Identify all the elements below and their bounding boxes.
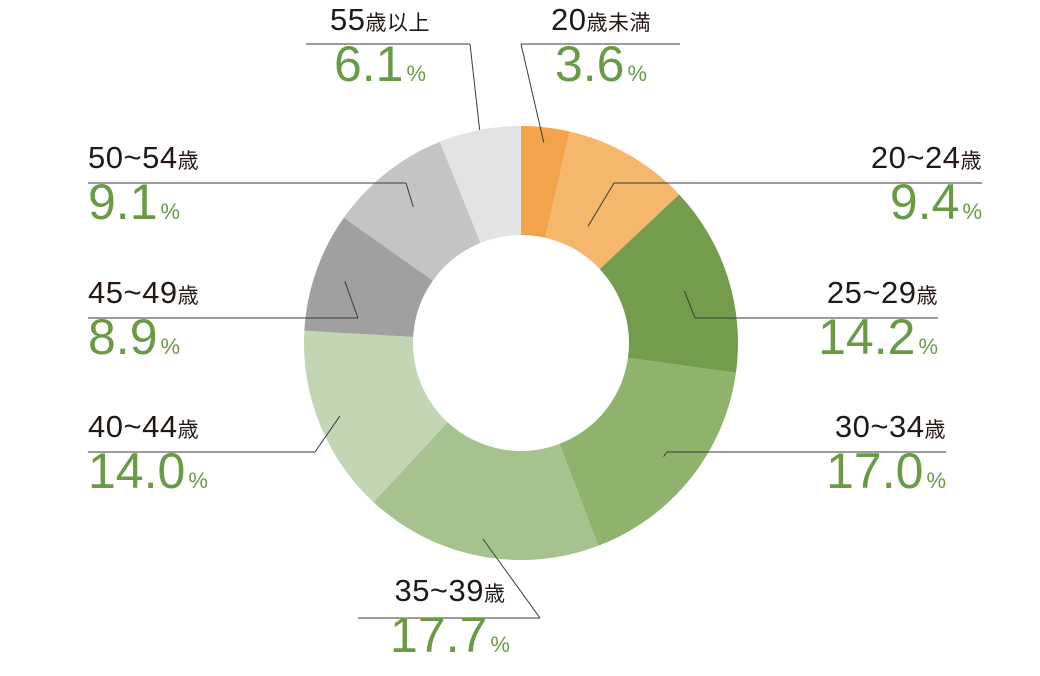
slice-label-6: 45~49歳 8.9% [88,277,288,362]
category-label: 55歳以上 [290,4,470,35]
percent-sign: % [406,61,427,86]
percentage-value: 9.4 [889,174,960,230]
slice-label-8: 55歳以上 6.1% [290,4,470,89]
slice-label-5: 40~44歳 14.0% [88,411,288,496]
percentage-label: 17.7% [350,610,550,660]
percent-sign: % [962,199,982,224]
slice-7 [343,141,481,281]
category-range: 20~24 [870,140,961,175]
category-label: 25~29歳 [738,277,938,308]
category-range: 50~54 [88,140,178,175]
category-suffix: 歳 [177,285,200,308]
percent-sign: % [918,334,938,359]
category-range: 35~39 [394,573,485,608]
leader-lines-group [88,43,982,619]
percent-sign: % [926,468,946,493]
percent-sign: % [490,632,510,657]
category-range: 25~29 [826,275,917,310]
slice-2 [599,194,738,373]
category-label: 45~49歳 [88,277,288,308]
category-suffix: 歳未満 [586,12,651,35]
category-suffix: 歳以上 [365,12,430,35]
category-label: 40~44歳 [88,411,288,442]
percentage-value: 17.0 [826,443,924,499]
percentage-value: 8.9 [88,309,158,365]
category-range: 40~44 [88,409,178,444]
category-suffix: 歳 [916,285,938,308]
category-label: 20歳未満 [521,4,681,35]
percentage-value: 6.1 [333,36,404,92]
category-suffix: 歳 [960,150,982,173]
percent-sign: % [160,199,181,224]
leader-connector-2 [683,290,696,319]
leader-connector-5 [314,415,341,453]
category-range: 20 [551,2,587,37]
leader-connector-8 [469,43,481,131]
category-label: 35~39歳 [350,575,550,606]
percent-sign: % [160,334,181,359]
category-range: 45~49 [88,275,178,310]
slice-label-0: 20歳未満 3.6% [521,4,681,89]
percentage-label: 8.9% [88,312,288,362]
leader-connector-1 [587,182,615,227]
slice-8 [439,126,521,243]
slice-1 [545,131,680,270]
slice-5 [304,330,448,503]
leader-connector-3 [663,451,668,457]
slice-4 [373,422,599,560]
leader-connector-4 [482,538,541,619]
percentage-label: 9.4% [782,177,982,227]
slice-3 [559,357,736,546]
category-label: 20~24歳 [782,142,982,173]
category-suffix: 歳 [177,419,200,442]
category-range: 55 [330,2,366,37]
category-range: 30~34 [834,409,925,444]
category-suffix: 歳 [484,583,506,606]
percentage-label: 14.2% [738,312,938,362]
percentage-label: 9.1% [88,177,288,227]
leader-connector-0 [520,43,545,143]
category-label: 50~54歳 [88,142,288,173]
percentage-value: 9.1 [88,174,158,230]
slice-label-4: 35~39歳 17.7% [350,575,550,660]
slice-label-2: 25~29歳 14.2% [738,277,938,362]
percentage-label: 6.1% [290,39,470,89]
category-suffix: 歳 [924,419,946,442]
percent-sign: % [627,61,648,86]
category-suffix: 歳 [177,150,200,173]
percentage-label: 3.6% [521,39,681,89]
leader-connector-6 [344,281,359,319]
percentage-value: 17.7 [390,607,488,663]
percentage-value: 14.2 [818,309,916,365]
slice-6 [304,217,433,337]
leader-connector-7 [405,182,414,207]
percentage-label: 17.0% [746,446,946,496]
slices-group [304,126,738,560]
percentage-label: 14.0% [88,446,288,496]
slice-label-3: 30~34歳 17.0% [746,411,946,496]
percentage-value: 14.0 [88,443,186,499]
slice-label-1: 20~24歳 9.4% [782,142,982,227]
percent-sign: % [188,468,208,493]
percentage-value: 3.6 [554,36,625,92]
slice-0 [521,126,570,238]
slice-label-7: 50~54歳 9.1% [88,142,288,227]
category-label: 30~34歳 [746,411,946,442]
